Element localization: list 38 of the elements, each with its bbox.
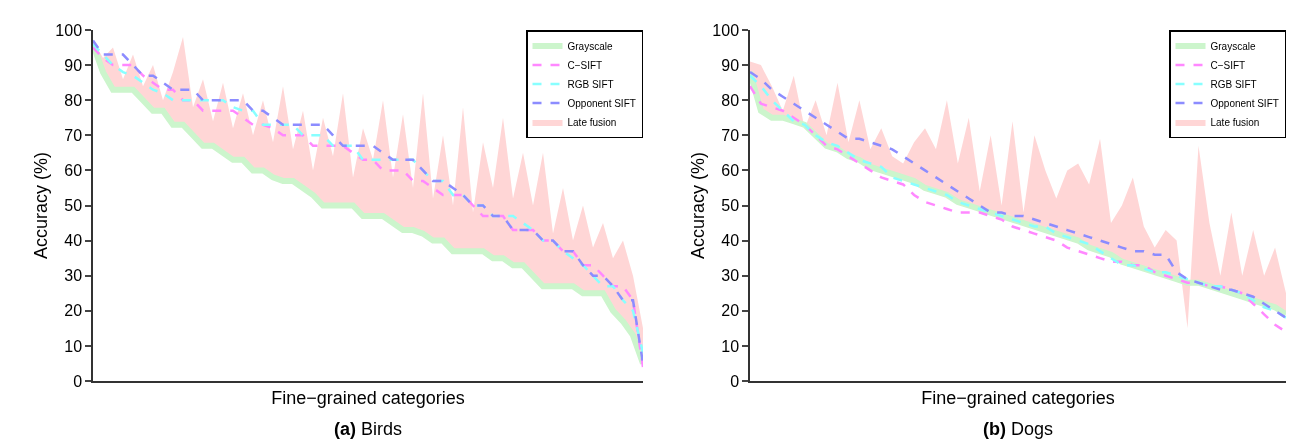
y-tick-label: 60: [721, 162, 740, 179]
y-tick-label: 50: [64, 197, 83, 215]
legend-label: Grayscale: [1210, 40, 1256, 52]
y-tick-label: 20: [64, 302, 83, 320]
y-tick-label: 100: [712, 21, 740, 39]
y-tick-label: 30: [64, 267, 83, 285]
y-tick-label: 0: [73, 372, 83, 390]
y-tick-label: 70: [64, 126, 83, 144]
legend-label: Opponent SIFT: [567, 97, 636, 109]
legend-label: C−SIFT: [1210, 59, 1246, 71]
x-axis-title: Fine−grained categories: [271, 388, 465, 409]
legend-label: Opponent SIFT: [1210, 97, 1279, 109]
y-tick-label: 80: [64, 91, 83, 109]
x-axis-title: Fine−grained categories: [921, 388, 1115, 409]
y-axis-title: Accuracy (%): [30, 151, 51, 260]
y-tick-label: 10: [64, 337, 83, 355]
y-tick-label: 70: [721, 126, 740, 144]
legend-label: RGB SIFT: [567, 78, 614, 90]
legend-label: Late fusion: [567, 116, 617, 128]
y-tick-label: 50: [721, 197, 740, 215]
legend-label: Late fusion: [1210, 116, 1260, 128]
legend-label: Grayscale: [567, 40, 613, 52]
y-tick-label: 60: [64, 162, 83, 179]
y-tick-label: 20: [721, 302, 740, 320]
legend-label: C−SIFT: [567, 59, 603, 71]
y-tick-label: 0: [730, 372, 740, 390]
text: (a) Birds: [334, 419, 403, 439]
text: (b) Dogs: [983, 419, 1054, 439]
legend-label: RGB SIFT: [1210, 78, 1257, 90]
y-tick-label: 30: [721, 267, 740, 285]
y-tick-label: 40: [721, 232, 740, 250]
y-tick-label: 100: [55, 21, 83, 39]
y-tick-label: 90: [721, 56, 740, 74]
y-tick-label: 90: [64, 56, 83, 74]
y-tick-label: 40: [64, 232, 83, 250]
y-axis-title: Accuracy (%): [687, 151, 708, 260]
y-tick-label: 80: [721, 91, 740, 109]
y-tick-label: 10: [721, 337, 740, 355]
